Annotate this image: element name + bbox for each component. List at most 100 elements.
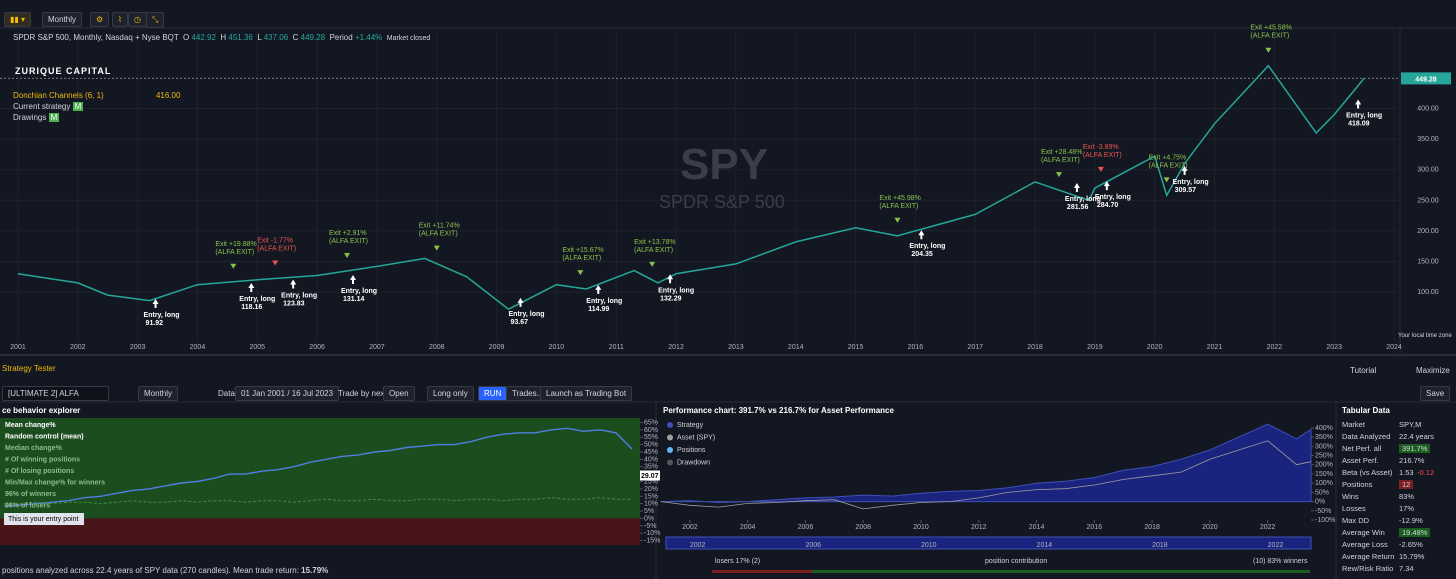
cell-value: 7.34 xyxy=(1399,564,1414,573)
y-tick-label: 200% xyxy=(1315,462,1333,469)
cell-value: -0.12 xyxy=(1417,468,1435,477)
cell-label: Average Loss xyxy=(1342,540,1388,549)
entry-price: 132.29 xyxy=(660,295,682,302)
timezone: Your local time zone xyxy=(1398,333,1452,339)
settings-button[interactable]: ⚙ xyxy=(90,12,110,27)
x-tick-label: 2014 xyxy=(1029,524,1045,531)
exit-arrow xyxy=(649,261,656,267)
entry-arrow xyxy=(1103,181,1110,191)
entry-label: Entry, long xyxy=(1346,112,1382,119)
entry-arrow xyxy=(349,275,356,285)
y-tick-label: -10% xyxy=(644,530,660,537)
cell-value: 17% xyxy=(1399,504,1415,513)
cell-label: Wins xyxy=(1342,492,1359,501)
cell-value: SPY,M xyxy=(1399,420,1422,429)
exit-arrow xyxy=(1097,166,1104,172)
x-tick-label: 2010 xyxy=(549,344,565,351)
date-range[interactable]: 01 Jan 2001 / 16 Jul 2023 xyxy=(235,386,340,401)
entry-label: Entry, long xyxy=(658,287,694,294)
legend-entry: Median change% xyxy=(5,445,63,452)
exit-label: Exit +45.58% xyxy=(1250,25,1291,32)
tool-button[interactable]: ⤡ xyxy=(146,12,165,28)
symbol: SPDR S&P 500, Monthly, Nasdaq + Nyse BQT xyxy=(13,33,179,42)
x-tick-label: 2019 xyxy=(1087,344,1103,351)
losers: losers 17% (2) xyxy=(715,558,761,565)
badge: M xyxy=(48,113,60,122)
x-tick-label: 2023 xyxy=(1326,344,1342,351)
cell-value: 1.53 xyxy=(1399,468,1414,477)
maximize-button[interactable]: Maximize xyxy=(1416,366,1450,375)
entry-arrow xyxy=(595,284,602,294)
entry-label: Entry, long xyxy=(909,243,945,250)
x-tick-label: 2001 xyxy=(10,344,26,351)
x-tick-label: 2014 xyxy=(788,344,804,351)
contribution: position contribution xyxy=(985,558,1048,565)
entry-label: Entry, long xyxy=(341,288,377,295)
cell-value: -2.65% xyxy=(1399,540,1423,549)
x-tick-label: 2022 xyxy=(1260,524,1276,531)
y-tick-label: 65% xyxy=(644,419,658,426)
text: positions analyzed across 22.4 years of … xyxy=(2,566,299,575)
y-tick-label: 20% xyxy=(644,486,658,493)
tool-button[interactable]: ◷ xyxy=(128,12,147,27)
trade-select[interactable]: Open xyxy=(383,386,415,401)
mode-select[interactable]: Long only xyxy=(427,386,474,401)
status: Market closed xyxy=(386,35,431,42)
cell-label: Data Analyzed xyxy=(1342,432,1391,441)
footer: positions analyzed across 22.4 years of … xyxy=(2,566,328,575)
exit-arrow xyxy=(894,217,901,223)
value: 15.79% xyxy=(301,566,329,575)
entry-label: Entry, long xyxy=(586,298,622,305)
exit-tag: (ALFA EXIT) xyxy=(215,249,254,256)
entry-arrow xyxy=(1181,165,1188,175)
drawings-label: Drawings M xyxy=(13,113,60,122)
legend-entry: Random control (mean) xyxy=(5,434,84,441)
legend-entry: Drawdown xyxy=(677,460,710,467)
interval-select[interactable]: Monthly xyxy=(138,386,179,401)
layout-button[interactable]: ▮▮ ▾ xyxy=(4,12,32,27)
label: Data xyxy=(218,389,235,398)
legend-entry: 96% of winners xyxy=(5,491,56,498)
series-line xyxy=(3,427,633,508)
exit-label: Exit +4.75% xyxy=(1149,154,1187,161)
x-tick-label: 2010 xyxy=(913,524,929,531)
save-button[interactable]: Save xyxy=(1420,386,1451,401)
exit-label: Exit +2.91% xyxy=(329,230,367,237)
marker-badge xyxy=(640,470,660,481)
navigator xyxy=(665,536,1312,550)
legend-dot xyxy=(667,422,673,428)
cell-label: Average Return xyxy=(1342,552,1395,561)
exit-arrow xyxy=(1163,177,1170,183)
x-tick-label: 2012 xyxy=(668,344,684,351)
legend-entry: Strategy xyxy=(677,422,704,429)
cell-label: Market xyxy=(1342,420,1365,429)
x-tick-label: 2011 xyxy=(609,344,624,351)
label: Period xyxy=(329,33,353,42)
y-tick-label: -100% xyxy=(1315,517,1335,524)
strategy-select[interactable]: [ULTIMATE 2] ALFA xyxy=(2,386,109,401)
x-tick-label: 2006 xyxy=(798,524,814,531)
x-tick-label: 2004 xyxy=(190,344,206,351)
y-tick-label: 45% xyxy=(644,449,658,456)
price-line xyxy=(17,64,1365,311)
launch-button[interactable]: Launch as Trading Bot xyxy=(540,386,633,401)
ohlc: O 442.92 H 451.36 L 437.06 C 449.28 Peri… xyxy=(183,33,430,42)
cell-value: 12 xyxy=(1399,480,1414,489)
tool-button[interactable]: ⌇ xyxy=(112,12,128,27)
run-button[interactable]: RUN xyxy=(478,386,508,401)
y-tick-label: -5% xyxy=(644,523,656,530)
entry-label: Entry, long xyxy=(239,296,275,303)
legend-entry: Mean change% xyxy=(5,422,56,429)
interval-select[interactable]: Monthly xyxy=(42,12,83,27)
exit-tag: (ALFA EXIT) xyxy=(1083,152,1122,159)
tutorial-button[interactable]: Tutorial xyxy=(1350,366,1377,375)
panel-title: Tabular Data xyxy=(1342,406,1390,415)
entry-price: 418.09 xyxy=(1348,120,1370,127)
cell-label: Positions xyxy=(1342,480,1373,489)
legend-entry: Asset (SPY) xyxy=(677,435,715,442)
series-line xyxy=(660,440,1312,510)
navigator-label: 2002 xyxy=(690,542,706,549)
x-tick-label: 2017 xyxy=(967,344,983,351)
exit-label: Exit +11.74% xyxy=(419,223,460,230)
